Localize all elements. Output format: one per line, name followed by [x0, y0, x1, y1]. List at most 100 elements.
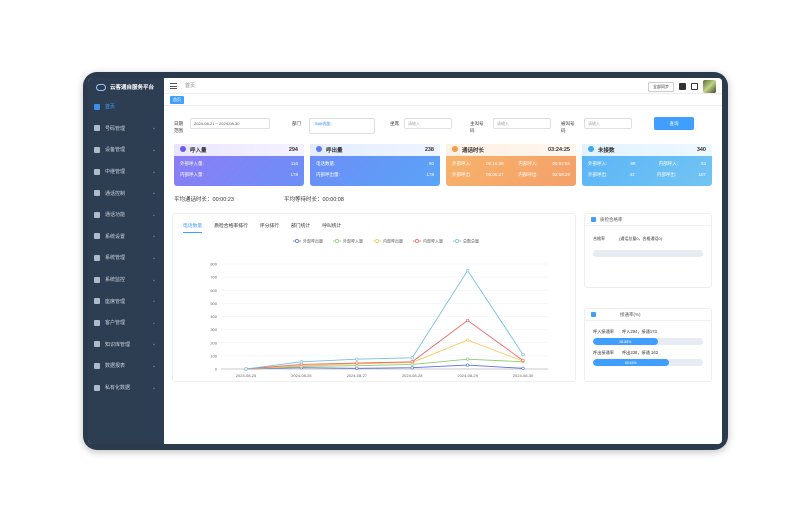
stat-title: 呼出量 — [326, 148, 343, 154]
sidebar-item-label: 首页 — [105, 104, 116, 111]
data-point — [521, 366, 525, 370]
avg-wait: 平均等待时长：00:00:08 — [284, 195, 344, 203]
legend-label: 内部呼入量 — [423, 238, 443, 244]
chevron-down-icon: ⌄ — [151, 384, 156, 391]
query-button[interactable]: 查询 — [654, 117, 694, 130]
stat-row-label: 外部呼入: — [588, 161, 608, 166]
sidebar-item[interactable]: 首页 — [88, 96, 164, 118]
search-icon[interactable] — [679, 83, 686, 90]
sidebar-item[interactable]: 私有化数据 ⌄ — [88, 377, 164, 399]
quality-label: 合格率 — [593, 236, 605, 241]
tag-bar: 首页 — [164, 94, 722, 106]
sidebar-item[interactable]: 通话功能 ⌄ — [88, 204, 164, 226]
data-point — [410, 356, 414, 360]
stat-row-label: 电话数量: — [316, 161, 336, 166]
stat-card-header: 通话时长 03:24:25 — [446, 144, 576, 156]
sidebar-item[interactable]: 通话控制 ⌄ — [88, 182, 164, 204]
data-point — [299, 360, 303, 364]
legend-label: 内部呼出量 — [383, 238, 403, 244]
x-tick-label: 2024-08-30 — [513, 373, 534, 378]
chevron-down-icon: ⌄ — [151, 298, 156, 305]
sidebar-item[interactable]: 座席管理 ⌄ — [88, 290, 164, 312]
stat-icon — [180, 146, 186, 152]
stat-icon — [452, 146, 458, 152]
chart-tab[interactable]: 电话数量 — [183, 222, 203, 233]
callee-input[interactable]: 请输入 — [584, 118, 632, 129]
callee-label: 被叫号码 — [561, 121, 575, 133]
chart-tabs: 电话数量 质检合格率排行 评分排行 部门统计 呼叫统计 — [173, 214, 575, 233]
stat-row-value: 178 — [290, 172, 298, 177]
chevron-down-icon: ⌄ — [151, 146, 156, 153]
chevron-down-icon: ⌄ — [151, 190, 156, 197]
connect-detail: 呼出238，接通 162 — [621, 350, 659, 355]
sidebar-item[interactable]: 中继管理 ⌄ — [88, 161, 164, 183]
agent-input[interactable]: 请输入 — [404, 118, 452, 129]
series-line — [245, 364, 524, 370]
cloud-logo-icon — [96, 83, 106, 91]
caller-input[interactable]: 请输入 — [493, 118, 551, 129]
stat-total: 340 — [696, 147, 706, 153]
sidebar-item[interactable]: 设备管理 ⌄ — [88, 139, 164, 161]
breadcrumb[interactable]: 首页 — [185, 83, 196, 89]
connect-panel: 接通率(%) 呼入接通率 呼入294，接通173 58.88% 呼出接通率 呼出238，… — [584, 308, 712, 382]
stat-total: 03:24:25 — [547, 147, 570, 153]
sidebar-item[interactable]: 系统监控 ⌄ — [88, 269, 164, 291]
y-tick-label: 600 — [210, 288, 217, 293]
x-tick-label: 2024-08-27 — [347, 373, 368, 378]
fullscreen-icon[interactable] — [691, 83, 698, 90]
sidebar-item[interactable]: 客户管理 ⌄ — [88, 312, 164, 334]
stat-title: 呼入量 — [190, 148, 207, 154]
legend-marker — [335, 239, 339, 243]
menu-icon — [94, 146, 100, 153]
connect-title: 接通率(%) — [620, 311, 641, 317]
stat-total: 238 — [424, 147, 434, 153]
stat-row-label: 内部呼出: — [656, 172, 677, 177]
legend-marker — [455, 239, 459, 243]
date-range-input[interactable]: 2024-08-21 ~ 2024-08-30 — [190, 118, 270, 129]
sidebar-item[interactable]: 数据报表 ⌄ — [88, 355, 164, 377]
x-tick-label: 2024-08-25 — [236, 373, 257, 378]
chart-tab[interactable]: 呼叫统计 — [322, 224, 342, 229]
data-point — [466, 318, 470, 323]
sidebar-item[interactable]: 号码管理 ⌄ — [88, 118, 164, 140]
avg-wait-label: 平均等待时长： — [284, 197, 323, 203]
avatar[interactable] — [703, 80, 716, 93]
sidebar-item[interactable]: 系统设置 ⌄ — [88, 226, 164, 248]
stat-row-label: 内部呼入: — [658, 161, 678, 166]
chart-tab[interactable]: 评分排行 — [259, 224, 279, 229]
data-point — [355, 361, 359, 365]
sidebar-menu: 首页 号码管理 ⌄ 设备管理 ⌄ 中继管理 ⌄ 通话控制 ⌄ 通话功能 ⌄ 系统设置 ⌄ 系统管理 ⌄ 系统监… — [88, 96, 164, 398]
menu-icon — [94, 276, 100, 283]
y-tick-label: 500 — [210, 301, 217, 306]
connect-detail: 呼入294，接通173 — [621, 329, 657, 334]
menu-icon — [94, 103, 100, 110]
chart-tab[interactable]: 部门统计 — [291, 224, 311, 229]
chart-tab[interactable]: 质检合格率排行 — [214, 224, 248, 229]
stat-row-value: 93 — [700, 161, 706, 166]
stat-row-label: 内部呼入: — [518, 161, 538, 166]
connect-bar: 58.88% — [593, 338, 703, 345]
sidebar-item[interactable]: 系统管理 ⌄ — [88, 247, 164, 269]
tag-home[interactable]: 首页 — [170, 95, 184, 104]
legend-label: 外部呼入量 — [343, 238, 363, 244]
menu-icon — [94, 298, 100, 305]
dept-select[interactable]: Sale内部 — [309, 118, 375, 134]
sidebar-item-label: 系统管理 — [105, 255, 126, 262]
connect-item: 呼入接通率 呼入294，接通173 58.88% — [593, 329, 703, 345]
date-label: 日期范围 — [174, 121, 183, 133]
stat-row-label: 外部呼入: — [452, 161, 472, 166]
topbar: 首页 全部同步 — [164, 78, 722, 94]
x-tick-label: 2024-08-29 — [457, 373, 478, 378]
sidebar-item[interactable]: 知识库管理 ⌄ — [88, 334, 164, 356]
sidebar-item-label: 设备管理 — [105, 147, 126, 154]
stat-row: 外部呼出: 00:06:27 内部呼出: 02:58:25 — [446, 172, 576, 178]
dept-tag[interactable]: Sale内部 — [313, 122, 333, 126]
hamburger-icon[interactable] — [170, 82, 177, 89]
line-chart: 0 100 200 300 400 500 600 700 800 2024-08-25 2024-… — [210, 238, 548, 378]
quality-bar — [593, 250, 703, 257]
menu-icon — [94, 384, 100, 391]
connect-item: 呼出接通率 呼出238，接通 162 68.65% — [593, 350, 703, 366]
menu-icon — [94, 125, 100, 132]
sync-button[interactable]: 全部同步 — [648, 81, 674, 92]
sidebar-item-label: 通话控制 — [105, 190, 126, 197]
